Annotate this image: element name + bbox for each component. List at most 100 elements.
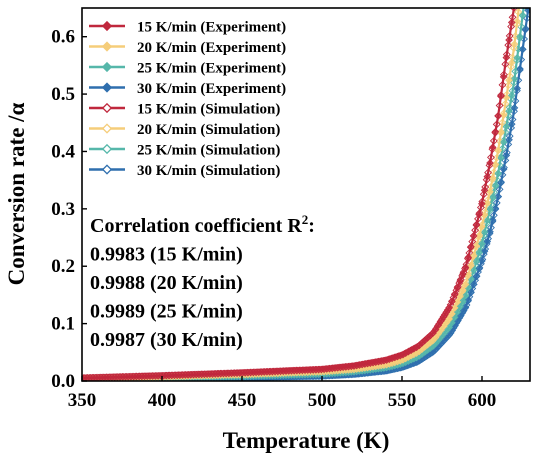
x-tick-label: 550 [388, 390, 417, 411]
data-point [505, 36, 513, 44]
data-point [513, 84, 521, 93]
legend-item: 30 K/min (Experiment) [89, 81, 286, 97]
data-point [494, 192, 502, 201]
data-point [475, 248, 483, 257]
data-point [505, 135, 513, 144]
data-point [445, 315, 453, 323]
data-point [442, 308, 451, 316]
data-point [494, 146, 502, 155]
data-point [516, 32, 524, 41]
data-point [499, 111, 508, 120]
legend-marker [101, 164, 113, 175]
data-point [510, 104, 519, 112]
data-point [505, 107, 513, 115]
data-point [499, 73, 508, 81]
legend-item: 15 K/min (Simulation) [89, 102, 280, 118]
data-point [439, 312, 448, 321]
data-point [475, 264, 483, 273]
data-point [502, 151, 511, 160]
data-point [448, 309, 456, 318]
y-tick-label: 0.5 [51, 84, 75, 105]
legend-label: 25 K/min (Experiment) [137, 61, 286, 77]
data-point [453, 298, 462, 306]
data-point [483, 237, 492, 246]
x-tick-label: 600 [468, 390, 497, 411]
x-tick-label: 350 [68, 390, 97, 411]
data-point [475, 210, 483, 219]
data-point [469, 266, 478, 274]
legend-label: 30 K/min (Experiment) [137, 81, 286, 97]
data-point [486, 228, 494, 236]
legend-item: 25 K/min (Experiment) [89, 61, 286, 77]
series-layer [82, 8, 530, 381]
y-axis-label: Conversion rate /α [4, 102, 29, 285]
data-point [478, 239, 486, 248]
data-point [472, 242, 481, 250]
data-point [445, 303, 453, 312]
legend-item: 25 K/min (Simulation) [89, 143, 280, 159]
legend-marker [101, 102, 113, 114]
legend-item: 20 K/min (Experiment) [89, 40, 286, 56]
data-point [480, 186, 489, 195]
legend-label: 20 K/min (Experiment) [137, 40, 286, 56]
data-point [434, 321, 443, 330]
legend-item: 30 K/min (Simulation) [89, 163, 280, 179]
data-point [486, 159, 494, 167]
data-point [472, 221, 481, 229]
plot-frame [81, 7, 531, 382]
data-point [480, 228, 489, 237]
data-point [461, 292, 470, 300]
data-point [459, 270, 467, 279]
data-point [510, 40, 519, 48]
data-point [475, 232, 483, 241]
y-tick-label: 0.6 [51, 27, 75, 48]
data-point [469, 232, 478, 240]
x-tick-label: 450 [228, 390, 257, 411]
data-point [499, 138, 508, 147]
data-point [524, 8, 530, 15]
data-point [513, 17, 521, 26]
data-point [518, 45, 527, 54]
data-point [518, 11, 527, 20]
data-point [491, 181, 500, 190]
data-point [507, 58, 516, 67]
annotation-line: 0.9989 (25 K/min) [90, 301, 243, 323]
data-point [467, 242, 475, 251]
data-point [491, 204, 500, 213]
annotation-line: 0.9987 (30 K/min) [90, 329, 243, 351]
data-point [516, 65, 524, 73]
data-point [453, 284, 462, 292]
y-tick-label: 0.0 [51, 371, 75, 392]
data-point [486, 205, 494, 213]
data-point [478, 257, 486, 265]
data-point [513, 53, 521, 62]
data-point [488, 216, 497, 224]
data-point [497, 179, 505, 187]
annotation-title: Correlation coefficient R2: [90, 212, 315, 237]
data-point [502, 53, 511, 62]
legend-marker [101, 61, 113, 73]
ticks-layer: 350 400 450 500 550 600 0.0 0.1 0.2 0.3 0.4 0.5 0.6 [51, 27, 496, 411]
data-point [483, 199, 492, 208]
data-point [488, 143, 497, 152]
data-point [494, 169, 502, 178]
data-point [480, 247, 489, 256]
data-point [469, 280, 478, 289]
legend: 15 K/min (Experiment) 20 K/min (Experimen… [89, 20, 286, 179]
data-point [456, 302, 464, 311]
y-tick-label: 0.3 [51, 199, 75, 220]
data-point [472, 272, 481, 281]
data-point [510, 75, 519, 83]
data-point [505, 76, 513, 84]
data-point [461, 263, 470, 272]
x-axis-label: Temperature (K) [223, 428, 390, 453]
legend-label: 15 K/min (Experiment) [137, 20, 286, 36]
data-point [467, 288, 475, 296]
data-point [459, 297, 467, 306]
data-point [502, 122, 511, 131]
data-point [450, 290, 459, 299]
data-point [469, 252, 478, 260]
data-point [491, 127, 500, 136]
data-point [507, 18, 516, 27]
